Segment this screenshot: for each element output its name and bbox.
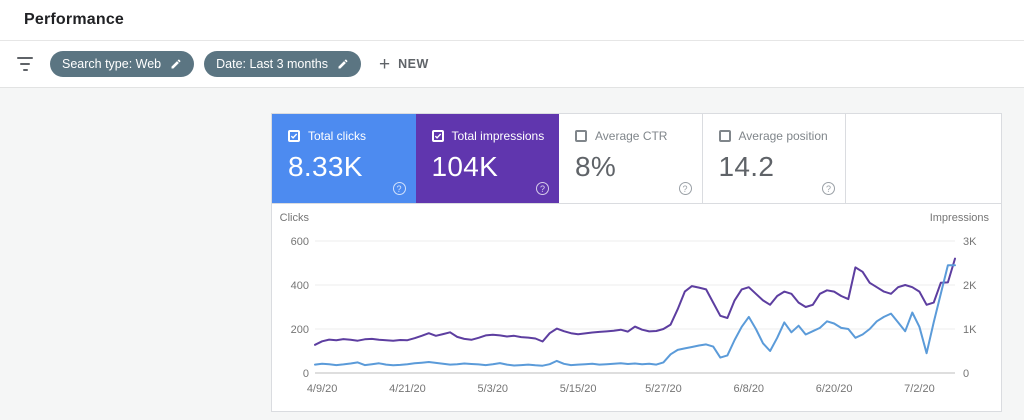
metric-value: 8% — [575, 151, 617, 182]
filter-bar: Search type: Web Date: Last 3 months + N… — [0, 41, 1024, 88]
svg-text:4/21/20: 4/21/20 — [389, 383, 426, 395]
svg-text:600: 600 — [291, 236, 309, 248]
help-icon[interactable]: ? — [392, 182, 406, 195]
checkbox-checked-icon[interactable] — [431, 130, 444, 142]
metric-cards: Total clicks 8.33K ? Total impressions 1… — [272, 114, 1001, 204]
svg-text:7/2/20: 7/2/20 — [904, 383, 935, 395]
performance-chart-svg[interactable]: 600 3K 400 2K 200 1K 0 0 Clicks Impressions 4/9/20… — [272, 204, 1001, 411]
svg-text:0: 0 — [963, 368, 969, 380]
svg-text:6/8/20: 6/8/20 — [733, 383, 764, 395]
svg-text:2K: 2K — [963, 280, 977, 292]
page-header: Performance — [0, 0, 1024, 41]
new-filter-button[interactable]: + NEW — [379, 55, 429, 74]
search-type-chip-label: Search type: Web — [62, 57, 162, 71]
metric-band-filler — [846, 114, 1001, 203]
svg-text:Impressions: Impressions — [930, 212, 990, 224]
help-icon[interactable]: ? — [678, 182, 692, 195]
svg-text:1K: 1K — [963, 324, 977, 336]
metric-label: Total clicks — [308, 129, 367, 143]
search-type-chip[interactable]: Search type: Web — [50, 51, 195, 77]
svg-text:0: 0 — [303, 368, 309, 380]
help-icon[interactable]: ? — [536, 182, 549, 195]
performance-panel: Total clicks 8.33K ? Total impressions 1… — [271, 113, 1002, 412]
svg-text:200: 200 — [291, 324, 309, 336]
help-icon[interactable]: ? — [822, 182, 835, 195]
svg-text:400: 400 — [291, 280, 309, 292]
metric-value: 104K — [431, 151, 499, 182]
metric-label: Average CTR — [595, 129, 668, 143]
plus-icon: + — [379, 53, 391, 75]
date-range-chip-label: Date: Last 3 months — [216, 57, 329, 71]
edit-icon[interactable] — [337, 58, 349, 70]
edit-icon[interactable] — [170, 58, 182, 70]
metric-label: Average position — [738, 129, 828, 143]
metric-value: 14.2 — [718, 151, 775, 182]
filter-icon[interactable] — [10, 56, 40, 72]
svg-text:5/3/20: 5/3/20 — [477, 383, 508, 395]
metric-value: 8.33K — [288, 151, 363, 182]
svg-text:6/20/20: 6/20/20 — [816, 383, 853, 395]
metric-tile-average-ctr[interactable]: Average CTR 8% ? — [559, 114, 703, 203]
svg-text:5/15/20: 5/15/20 — [560, 383, 597, 395]
main-content: Total clicks 8.33K ? Total impressions 1… — [0, 88, 1024, 420]
new-filter-label: NEW — [398, 57, 429, 71]
svg-text:Clicks: Clicks — [280, 212, 310, 224]
metric-tile-total-clicks[interactable]: Total clicks 8.33K ? — [272, 114, 416, 203]
checkbox-checked-icon[interactable] — [288, 130, 300, 142]
page-title: Performance — [24, 11, 125, 28]
metric-tile-total-impressions[interactable]: Total impressions 104K ? — [415, 114, 559, 203]
svg-text:5/27/20: 5/27/20 — [645, 383, 682, 395]
metric-tile-average-position[interactable]: Average position 14.2 ? — [702, 114, 846, 203]
date-range-chip[interactable]: Date: Last 3 months — [204, 51, 362, 77]
metric-label: Total impressions — [451, 129, 545, 143]
svg-text:3K: 3K — [963, 236, 977, 248]
svg-text:4/9/20: 4/9/20 — [307, 383, 338, 395]
chart-section: 600 3K 400 2K 200 1K 0 0 Clicks Impressions 4/9/20… — [272, 204, 1001, 411]
checkbox-unchecked-icon[interactable] — [718, 130, 731, 142]
checkbox-unchecked-icon[interactable] — [575, 130, 587, 142]
